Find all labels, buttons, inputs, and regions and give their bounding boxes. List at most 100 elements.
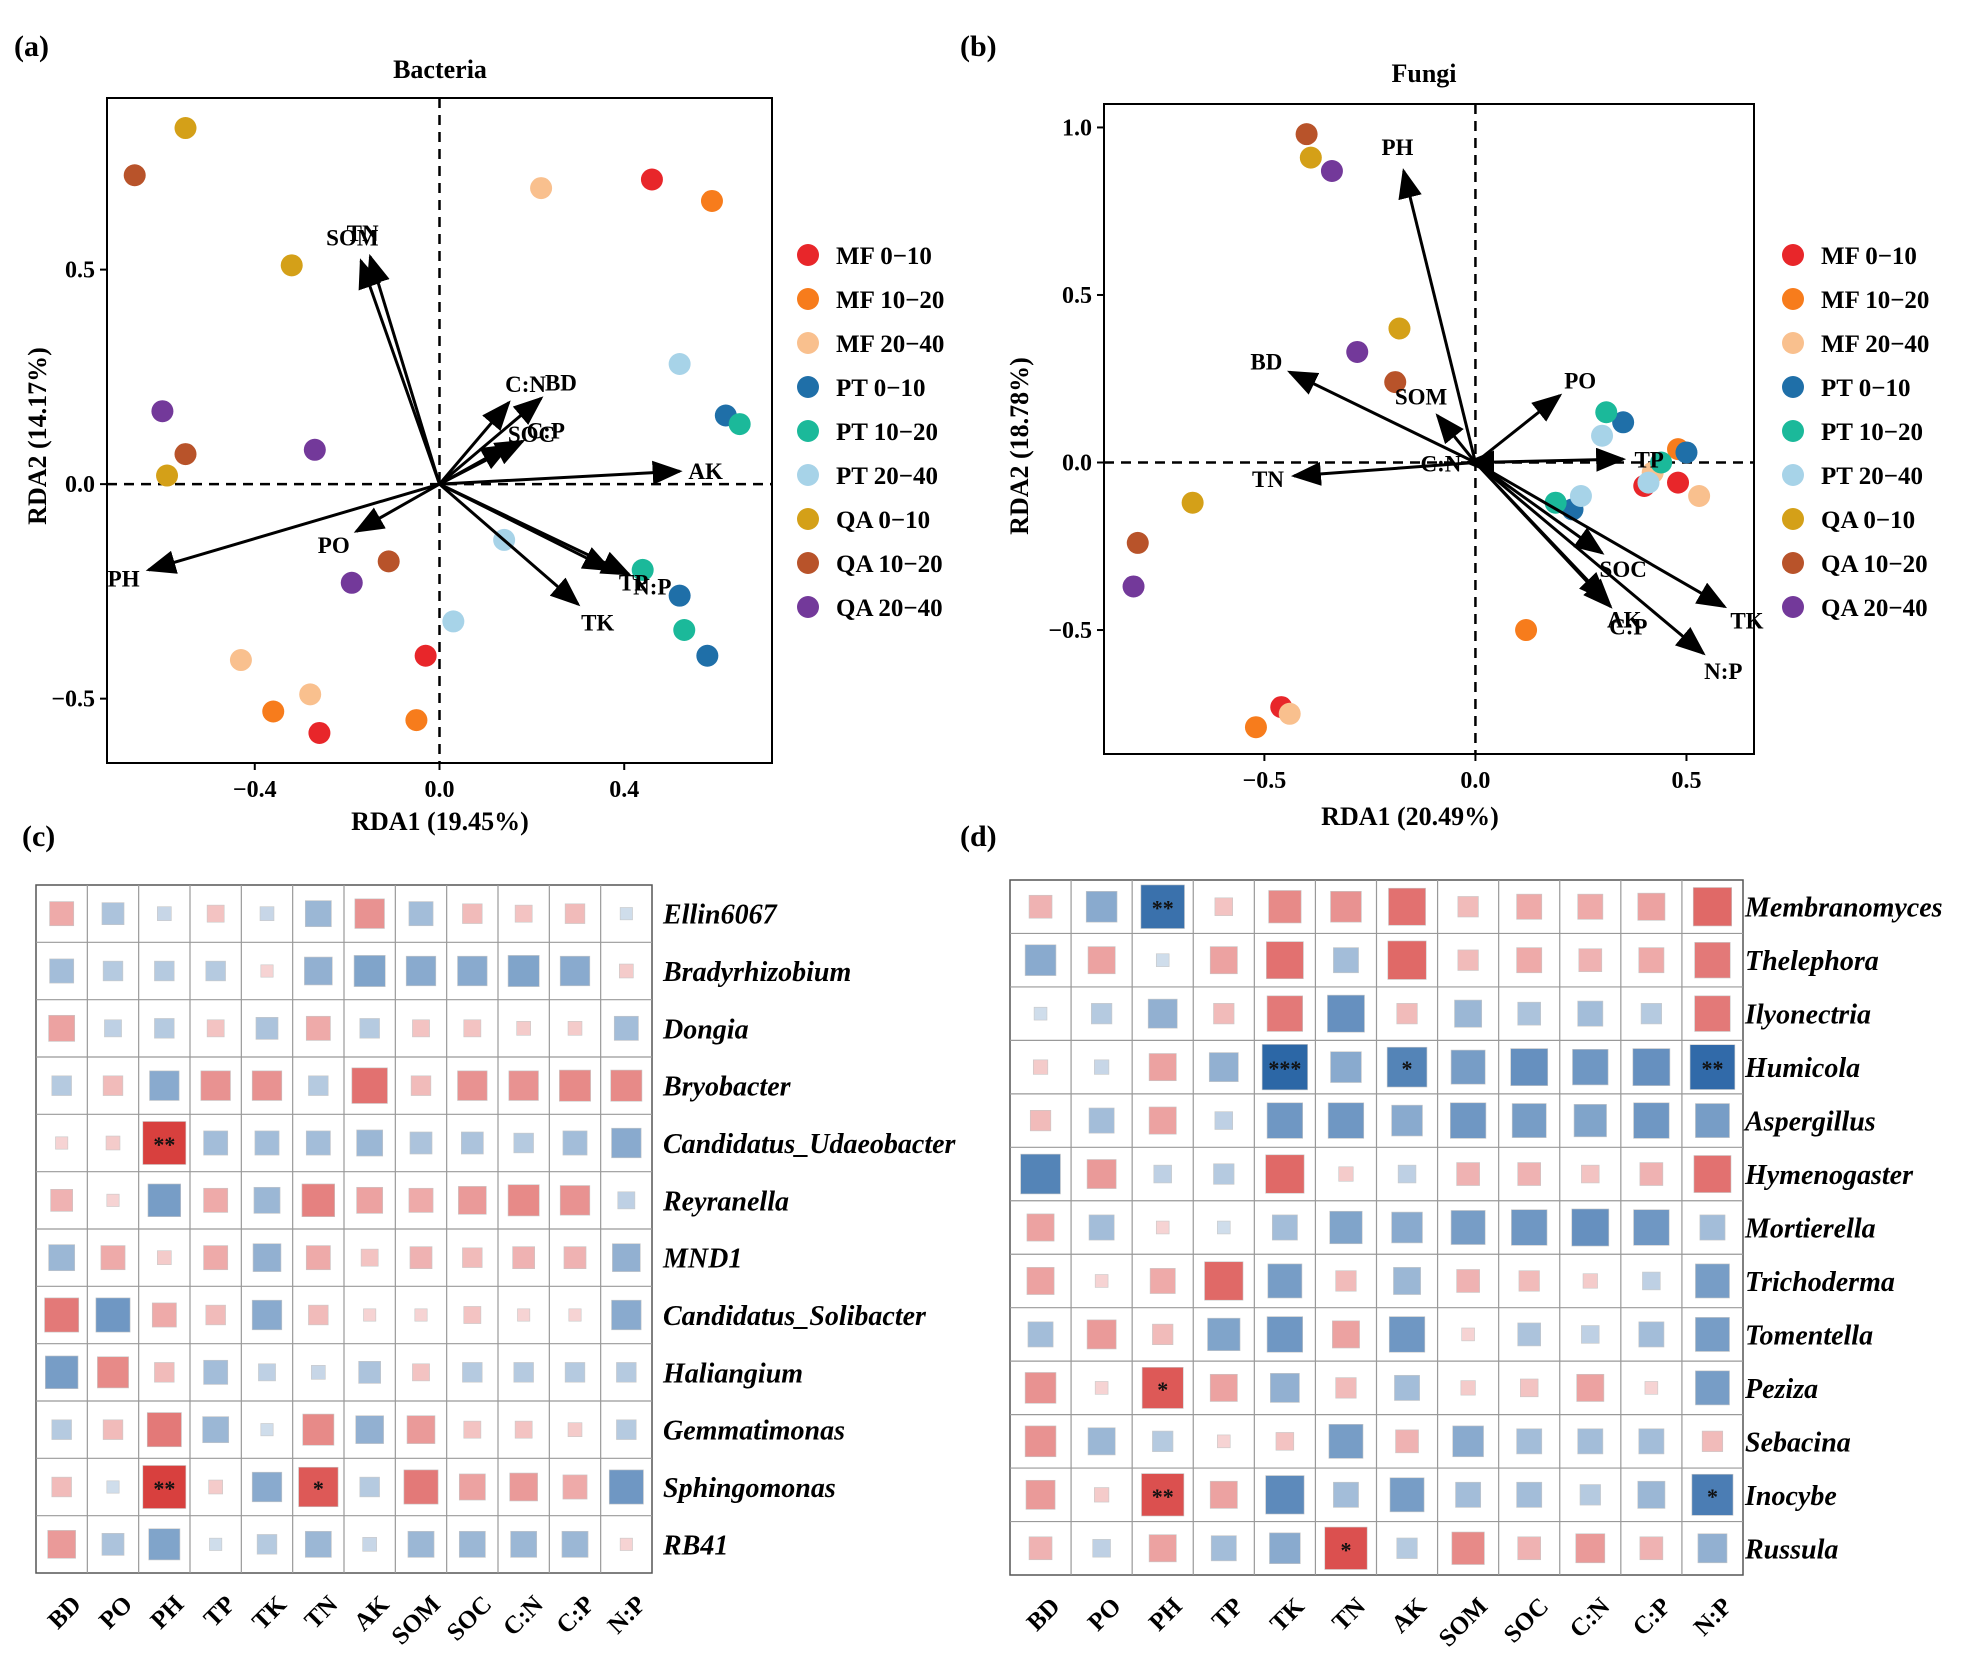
x-tick-label: −0.4	[233, 777, 277, 803]
row-label: Tomentella	[1745, 1320, 1873, 1351]
heatmap-cell	[1148, 1053, 1177, 1082]
heatmap-cell	[1638, 947, 1665, 974]
sample-point	[1181, 491, 1204, 514]
heatmap-cell	[1261, 1044, 1308, 1091]
row-label: Hymenogaster	[1744, 1160, 1914, 1191]
env-arrow	[353, 482, 441, 533]
heatmap-cell	[355, 1415, 384, 1444]
rda-plot-fungi: −0.5 0.0 0.5 −0.5 0.0 0.5 1.0 PH BD SOM PO TN C:N TP S…	[1048, 103, 1764, 794]
legend-label: QA 20−40	[836, 595, 943, 622]
column-label: C:N	[498, 1591, 549, 1642]
heatmap-cell	[564, 903, 586, 924]
heatmap-cell	[1511, 1103, 1547, 1138]
env-arrow-label: PH	[108, 566, 140, 591]
env-arrow	[1287, 370, 1477, 464]
heatmap-cell	[359, 1476, 380, 1498]
heatmap-cell	[1335, 1270, 1357, 1292]
heatmap-cell	[1269, 1532, 1301, 1564]
heatmap-cell	[1395, 1429, 1419, 1454]
heatmap-cell	[1387, 940, 1427, 980]
env-arrow-label: N:P	[633, 574, 671, 599]
legend-marker	[797, 508, 819, 530]
heatmap-cell	[613, 1015, 639, 1041]
heatmap-cell	[608, 1469, 644, 1505]
heatmap-cell	[409, 1131, 433, 1155]
heatmap-cell	[206, 904, 225, 923]
heatmap-cell	[104, 1019, 122, 1038]
heatmap-cell	[1388, 1316, 1426, 1353]
legend-marker	[797, 332, 819, 354]
heatmap-cell	[1577, 1000, 1604, 1027]
heatmap-cell	[1020, 1153, 1061, 1195]
row-label: Sebacina	[1745, 1427, 1851, 1458]
row-label: Mortierella	[1744, 1214, 1876, 1245]
heatmap-cell	[1204, 1261, 1244, 1301]
heatmap-cell	[1572, 1049, 1609, 1086]
heatmap-cell	[301, 1183, 336, 1218]
heatmap-cell	[1695, 1317, 1730, 1352]
sample-point	[229, 649, 252, 672]
heatmap-cell	[1088, 1214, 1115, 1241]
sample-point	[1688, 485, 1711, 508]
sample-point	[1675, 441, 1698, 464]
heatmap-cell	[1209, 1373, 1238, 1402]
env-arrow-label: PO	[1564, 368, 1596, 393]
row-label: Russula	[1744, 1534, 1838, 1565]
column-label: C:N	[1565, 1593, 1616, 1644]
heatmap-cell	[1577, 1428, 1604, 1455]
panel-b-xlabel: RDA1 (20.49%)	[1321, 802, 1499, 831]
heatmap-cell	[308, 1075, 329, 1096]
heatmap-cell	[260, 1423, 274, 1437]
heatmap-cell	[1214, 897, 1233, 916]
heatmap-cell	[610, 1069, 643, 1102]
heatmap-cell	[406, 1415, 436, 1444]
heatmap-cell	[508, 1070, 539, 1101]
heatmap-cell	[44, 1355, 79, 1390]
heatmap-cell	[209, 1537, 223, 1551]
heatmap-cell	[1456, 1269, 1480, 1293]
env-arrow-label: C:P	[527, 418, 565, 443]
env-arrow	[1474, 461, 1706, 656]
heatmap-cell	[1633, 1209, 1670, 1246]
heatmap-cell	[457, 1070, 488, 1101]
heatmap-cell	[1457, 896, 1479, 918]
heatmap-cell	[1266, 941, 1304, 980]
sample-point	[1569, 485, 1592, 508]
heatmap-cell	[1461, 1327, 1475, 1342]
sample-point	[262, 700, 285, 723]
panel-a-label: (a)	[14, 30, 49, 63]
heatmap-cell	[1333, 1481, 1359, 1508]
heatmap-cell	[151, 1302, 177, 1328]
heatmap-cell	[1386, 1046, 1428, 1088]
heatmap-cell	[102, 1419, 124, 1440]
heatmap-cell	[1518, 1270, 1540, 1292]
significance-mark: **	[153, 1476, 175, 1501]
significance-mark: **	[1701, 1056, 1723, 1081]
heatmap-cell	[51, 1419, 72, 1440]
heatmap-cell	[1391, 1211, 1423, 1244]
heatmap-cell	[106, 1193, 120, 1207]
heatmap-cell	[252, 1243, 282, 1272]
sample-point	[1612, 411, 1635, 434]
sample-point	[1346, 340, 1369, 363]
env-arrow-label: SOC	[508, 422, 555, 447]
heatmap-cell	[510, 1530, 538, 1558]
heatmap-cell	[616, 1362, 637, 1383]
legend-label: PT 20−40	[836, 463, 938, 490]
heatmap-cell	[1094, 1059, 1110, 1075]
sample-point	[174, 117, 197, 140]
sample-point	[1515, 619, 1538, 642]
sample-point	[1320, 160, 1343, 183]
column-label: N:P	[603, 1591, 652, 1640]
sample-point	[414, 644, 437, 667]
heatmap-cell	[1209, 1480, 1238, 1509]
row-label: Ilyonectria	[1744, 1000, 1871, 1031]
legend-marker	[797, 464, 819, 486]
heatmap-cell	[1639, 1162, 1664, 1186]
heatmap-cell	[51, 1075, 72, 1096]
panel-b-title: Fungi	[1391, 59, 1456, 88]
heatmap-cell	[1338, 1166, 1354, 1182]
env-arrow	[438, 444, 512, 486]
heatmap-cell	[1582, 1273, 1598, 1289]
env-arrow	[366, 253, 441, 485]
